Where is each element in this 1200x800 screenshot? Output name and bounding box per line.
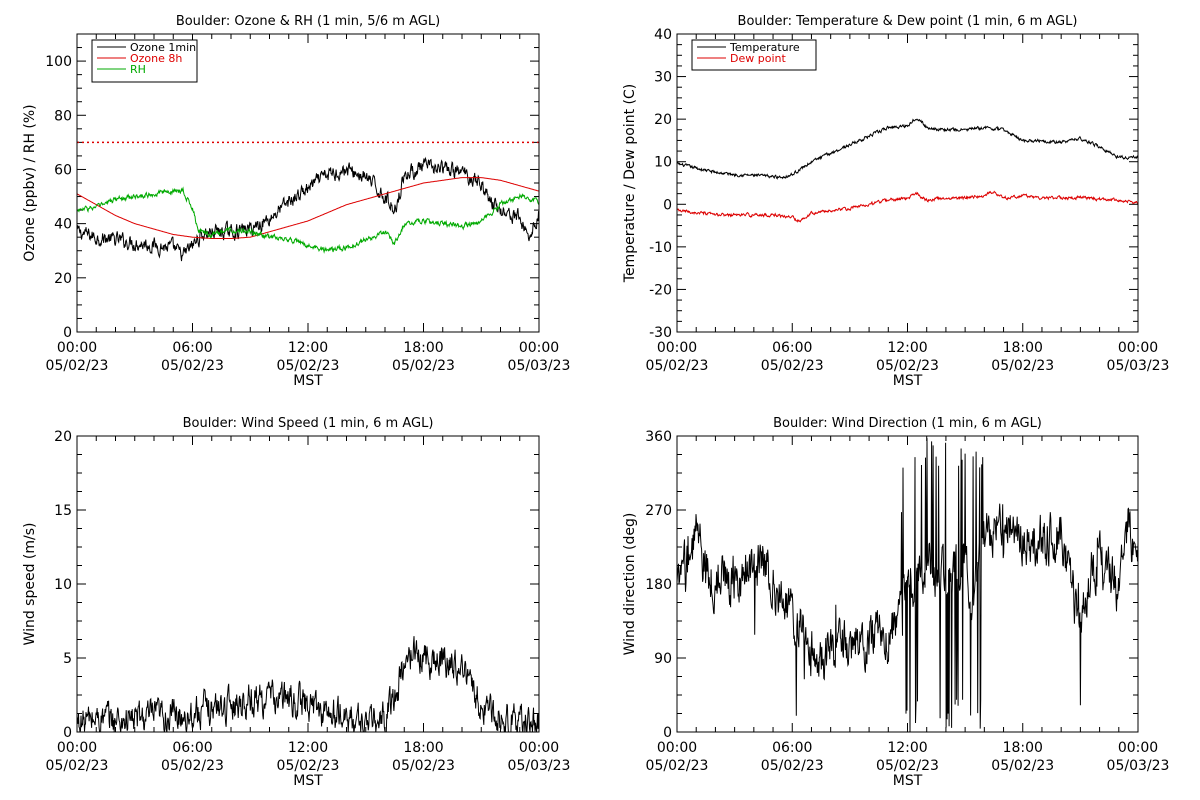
wind-speed-series-data-line [77,636,539,732]
temperature-dewpoint-title: Boulder: Temperature & Dew point (1 min,… [738,14,1078,29]
ozone-rh-series-ozone-1min-line [77,156,539,262]
temperature-dewpoint-x-tick-time: 18:00 [1003,340,1043,356]
temperature-dewpoint-y-tick-label: 30 [654,70,672,86]
ozone-rh-series-ozone-8h-line [77,177,539,239]
wind-direction-x-axis-label: MST [893,773,923,789]
ozone-rh-x-tick-time: 18:00 [403,340,443,356]
wind-speed-y-tick-label: 15 [54,503,72,519]
temperature-dewpoint-x-tick-date: 05/02/23 [991,358,1054,374]
temperature-dewpoint-legend-label: Dew point [730,52,786,65]
temperature-dewpoint-y-axis-label: Temperature / Dew point (C) [622,84,638,283]
temperature-dewpoint-y-tick-label: -30 [649,325,672,341]
ozone-rh-title: Boulder: Ozone & RH (1 min, 5/6 m AGL) [176,14,440,29]
wind-speed-y-tick-label: 5 [63,651,72,667]
ozone-rh-plot-frame [76,33,540,333]
temperature-dewpoint-y-tick-label: 10 [654,155,672,171]
wind-direction-x-tick-date: 05/03/23 [1107,758,1170,774]
ozone-rh-y-tick-label: 0 [63,325,72,341]
wind-speed-x-tick-time: 00:00 [57,740,97,756]
temperature-dewpoint-x-tick-date: 05/02/23 [761,358,824,374]
temperature-dewpoint-x-tick-time: 12:00 [887,340,927,356]
wind-speed-x-tick-date: 05/03/23 [508,758,571,774]
ozone-rh-y-axis-label: Ozone (ppbv) / RH (%) [22,104,38,261]
ozone-rh-x-tick-date: 05/03/23 [508,358,571,374]
wind-speed-y-tick-label: 10 [54,577,72,593]
wind-speed-y-tick-label: 20 [54,429,72,445]
temperature-dewpoint-x-tick-time: 00:00 [1118,340,1158,356]
temperature-dewpoint-chart: Boulder: Temperature & Dew point (1 min,… [622,14,1169,389]
temperature-dewpoint-x-tick-date: 05/02/23 [876,358,939,374]
wind-direction-y-tick-label: 270 [645,503,672,519]
wind-direction-y-tick-label: 0 [663,725,672,741]
wind-direction-y-axis-label: Wind direction (deg) [622,513,638,656]
temperature-dewpoint-x-axis-label: MST [893,373,923,389]
ozone-rh-x-tick-date: 05/02/23 [161,358,224,374]
wind-speed-x-tick-date: 05/02/23 [46,758,109,774]
wind-direction-y-tick-label: 90 [654,651,672,667]
wind-direction-title: Boulder: Wind Direction (1 min, 6 m AGL) [773,416,1042,431]
temperature-dewpoint-y-tick-label: -20 [649,282,672,298]
ozone-rh-legend-label: Ozone 1min [130,41,196,54]
wind-speed-plot-frame [76,435,540,733]
ozone-rh-legend-label: Ozone 8h [130,52,182,65]
wind-speed-x-axis-label: MST [293,773,323,789]
ozone-rh-y-tick-label: 40 [54,217,72,233]
wind-speed-x-tick-date: 05/02/23 [277,758,340,774]
wind-direction-x-tick-date: 05/02/23 [761,758,824,774]
temperature-dewpoint-legend-label: Temperature [729,41,800,54]
wind-direction-y-tick-label: 360 [645,429,672,445]
wind-direction-chart: Boulder: Wind Direction (1 min, 6 m AGL)… [622,416,1169,789]
wind-direction-x-tick-date: 05/02/23 [991,758,1054,774]
ozone-rh-y-tick-label: 60 [54,162,72,178]
temperature-dewpoint-y-tick-label: -10 [649,240,672,256]
wind-speed-x-tick-time: 06:00 [172,740,212,756]
wind-direction-series-data-line [677,438,1138,732]
wind-direction-x-tick-date: 05/02/23 [646,758,709,774]
ozone-rh-x-axis-label: MST [293,373,323,389]
wind-speed-y-tick-label: 0 [63,725,72,741]
ozone-rh-legend-label: RH [130,63,146,76]
wind-direction-x-tick-time: 12:00 [887,740,927,756]
temperature-dewpoint-x-tick-date: 05/02/23 [646,358,709,374]
temperature-dewpoint-y-tick-label: 0 [663,197,672,213]
ozone-rh-x-tick-time: 00:00 [57,340,97,356]
temperature-dewpoint-x-tick-time: 06:00 [772,340,812,356]
wind-direction-y-tick-label: 180 [645,577,672,593]
wind-speed-chart: Boulder: Wind Speed (1 min, 6 m AGL) 0 5 10… [22,416,570,789]
wind-speed-y-axis-label: Wind speed (m/s) [22,523,38,646]
ozone-rh-y-tick-label: 100 [45,54,72,70]
wind-speed-x-tick-time: 18:00 [403,740,443,756]
temperature-dewpoint-legend-box [691,39,817,71]
ozone-rh-x-tick-time: 12:00 [288,340,328,356]
ozone-rh-y-tick-label: 80 [54,108,72,124]
temperature-dewpoint-series-dew-point-line [677,190,1138,223]
temperature-dewpoint-x-tick-date: 05/03/23 [1107,358,1170,374]
wind-speed-title: Boulder: Wind Speed (1 min, 6 m AGL) [183,416,434,431]
wind-direction-plot-frame [676,435,1139,733]
wind-direction-x-tick-date: 05/02/23 [876,758,939,774]
wind-speed-x-tick-date: 05/02/23 [392,758,455,774]
ozone-rh-y-tick-label: 20 [54,271,72,287]
ozone-rh-x-tick-time: 00:00 [519,340,559,356]
wind-direction-x-tick-time: 00:00 [657,740,697,756]
wind-speed-x-tick-date: 05/02/23 [161,758,224,774]
ozone-rh-x-tick-date: 05/02/23 [277,358,340,374]
wind-speed-x-tick-time: 12:00 [288,740,328,756]
wind-direction-x-tick-time: 18:00 [1003,740,1043,756]
ozone-rh-series-rh-line [77,186,539,254]
temperature-dewpoint-y-tick-label: 40 [654,27,672,43]
wind-direction-x-tick-time: 06:00 [772,740,812,756]
temperature-dewpoint-x-tick-time: 00:00 [657,340,697,356]
ozone-rh-x-tick-date: 05/02/23 [46,358,109,374]
wind-direction-x-tick-time: 00:00 [1118,740,1158,756]
temperature-dewpoint-y-tick-label: 20 [654,112,672,128]
ozone-rh-chart: Boulder: Ozone & RH (1 min, 5/6 m AGL) 0 2… [22,14,570,389]
temperature-dewpoint-series-temperature-line [677,118,1138,180]
ozone-rh-x-tick-date: 05/02/23 [392,358,455,374]
temperature-dewpoint-plot-frame [676,33,1139,333]
wind-speed-x-tick-time: 00:00 [519,740,559,756]
ozone-rh-x-tick-time: 06:00 [172,340,212,356]
